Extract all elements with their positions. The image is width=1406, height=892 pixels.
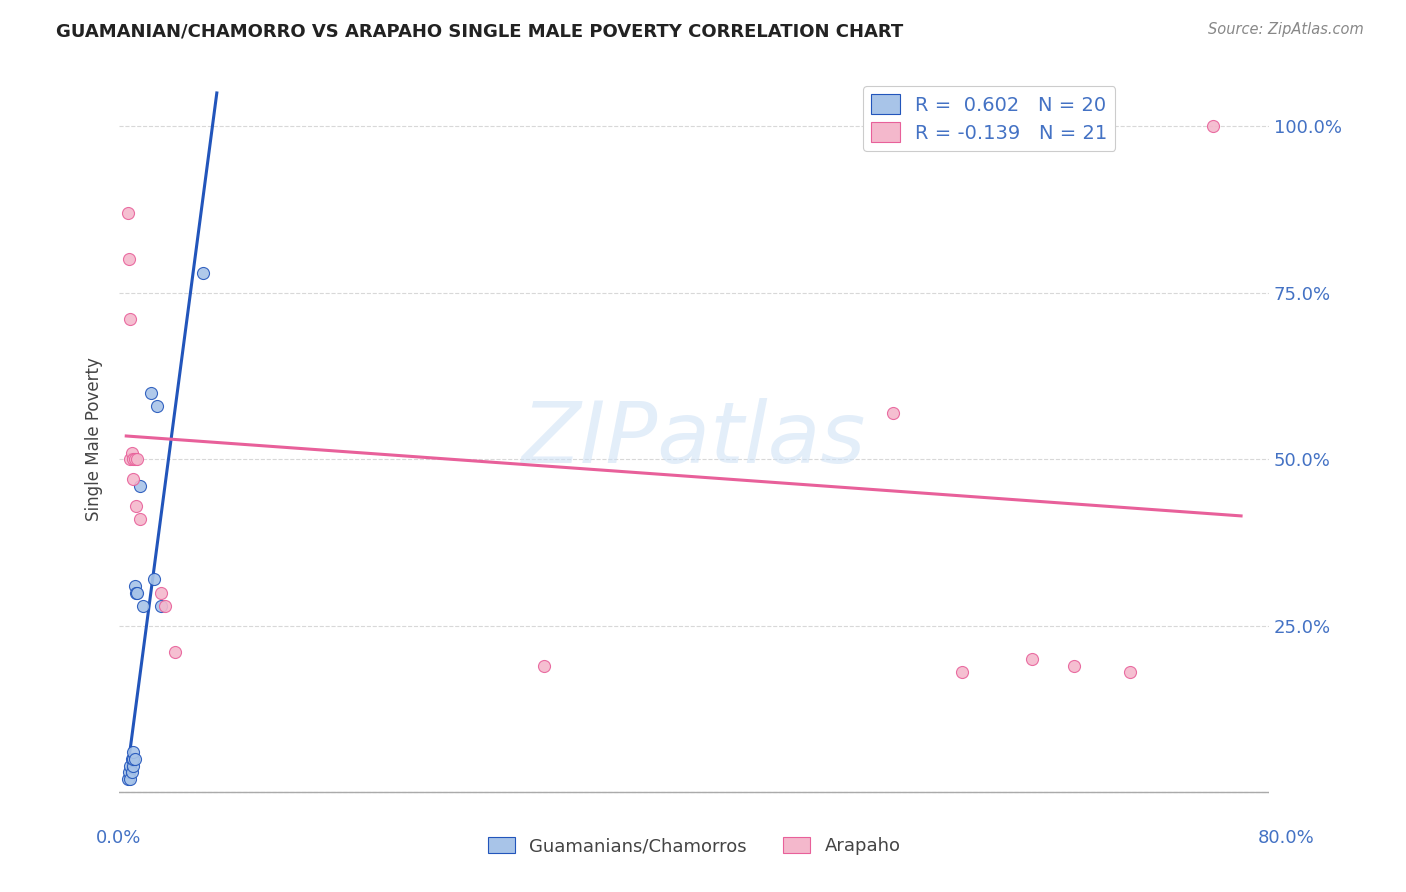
Point [122, 452, 145, 467]
Point [122, 745, 145, 759]
Point [127, 452, 149, 467]
Point [121, 752, 143, 766]
Point [120, 758, 142, 772]
Text: 80.0%: 80.0% [1258, 829, 1315, 847]
Text: GUAMANIAN/CHAMORRO VS ARAPAHO SINGLE MALE POVERTY CORRELATION CHART: GUAMANIAN/CHAMORRO VS ARAPAHO SINGLE MAL… [56, 22, 904, 40]
Point [129, 479, 152, 493]
Point [120, 772, 142, 786]
Point [1063, 658, 1085, 673]
Point [117, 772, 139, 786]
Point [125, 499, 148, 513]
Point [129, 512, 152, 526]
Text: ZIPatlas: ZIPatlas [522, 398, 866, 481]
Point [533, 658, 555, 673]
Point [146, 399, 169, 413]
Point [122, 758, 145, 772]
Point [122, 472, 145, 486]
Point [122, 752, 145, 766]
Point [1202, 120, 1225, 134]
Point [150, 585, 173, 599]
Point [155, 599, 177, 613]
Text: 0.0%: 0.0% [96, 829, 141, 847]
Point [124, 452, 146, 467]
Point [127, 585, 149, 599]
Point [120, 312, 142, 326]
Point [191, 266, 214, 280]
Point [124, 579, 146, 593]
Point [143, 572, 166, 586]
Point [132, 599, 155, 613]
Point [118, 252, 141, 267]
Point [950, 665, 973, 680]
Point [141, 385, 163, 400]
Point [120, 452, 142, 467]
Point [1021, 652, 1043, 666]
Point [117, 206, 139, 220]
Point [121, 765, 143, 780]
Point [1118, 665, 1140, 680]
Point [121, 445, 143, 459]
Y-axis label: Single Male Poverty: Single Male Poverty [86, 358, 103, 521]
Legend: R =  0.602   N = 20, R = -0.139   N = 21: R = 0.602 N = 20, R = -0.139 N = 21 [863, 87, 1115, 151]
Point [882, 406, 904, 420]
Point [124, 752, 146, 766]
Point [125, 585, 148, 599]
Text: Source: ZipAtlas.com: Source: ZipAtlas.com [1208, 22, 1364, 37]
Point [150, 599, 173, 613]
Point [118, 765, 141, 780]
Point [163, 645, 186, 659]
